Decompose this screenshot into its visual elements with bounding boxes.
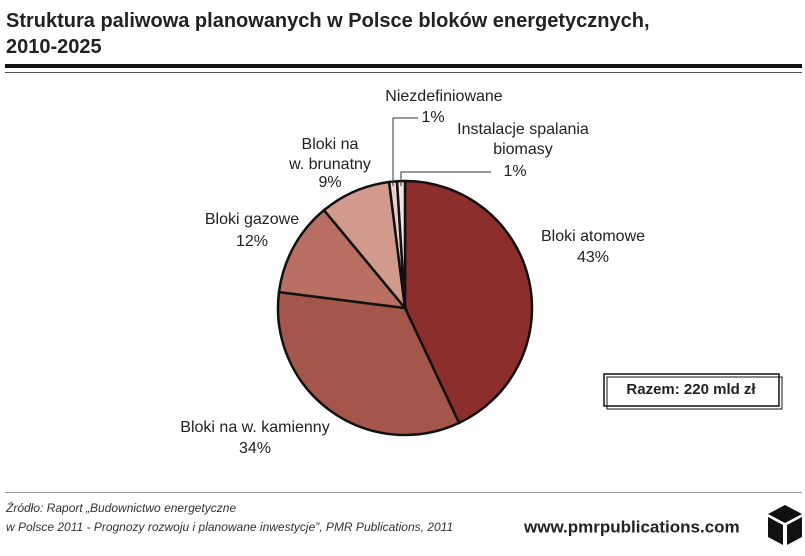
slice-label: Bloki na w. brunatny xyxy=(288,136,371,173)
slice-label: Bloki gazowe xyxy=(205,211,299,228)
pie-slice xyxy=(277,208,408,310)
value-label: 43% xyxy=(577,249,609,266)
leader-line xyxy=(400,171,491,186)
source-note: Źródło: Raport „Budownictwo energetyczne… xyxy=(5,500,453,534)
title-rule xyxy=(5,64,802,68)
source: Źródło: Raport „Budownictwo energetyczne… xyxy=(5,500,453,534)
chart-title: Struktura paliwowa planowanych w Polsce … xyxy=(6,10,650,58)
total-label: Razem: 220 mld zł xyxy=(626,381,756,398)
total-box-shadow xyxy=(606,376,783,410)
website: www.pmrpublications.com xyxy=(523,517,740,536)
chart-title: Struktura paliwowa planowanych w Polsce … xyxy=(6,10,650,58)
pie-slice xyxy=(403,179,534,425)
leader-line xyxy=(392,117,418,186)
pie xyxy=(276,179,534,437)
slice-label: Bloki na w. kamienny xyxy=(180,419,329,436)
value-label: 12% xyxy=(236,233,268,250)
pie-slice xyxy=(276,290,461,437)
total-box xyxy=(603,373,780,407)
labels: Bloki atomowe 43% Bloki na w. kamienny 34% B… xyxy=(180,88,645,457)
slice-label: Niezdefiniowane xyxy=(385,88,503,105)
title-rule-thin xyxy=(5,72,802,73)
slice-label: Bloki atomowe xyxy=(541,228,645,245)
logo xyxy=(768,505,802,545)
value-label: 9% xyxy=(318,174,341,191)
value-label: 34% xyxy=(239,440,271,457)
slice-label: Instalacje spalania biomasy xyxy=(457,121,589,158)
footer-rule xyxy=(5,492,802,493)
value-label: 1% xyxy=(503,163,526,180)
value-label: 1% xyxy=(421,109,444,126)
